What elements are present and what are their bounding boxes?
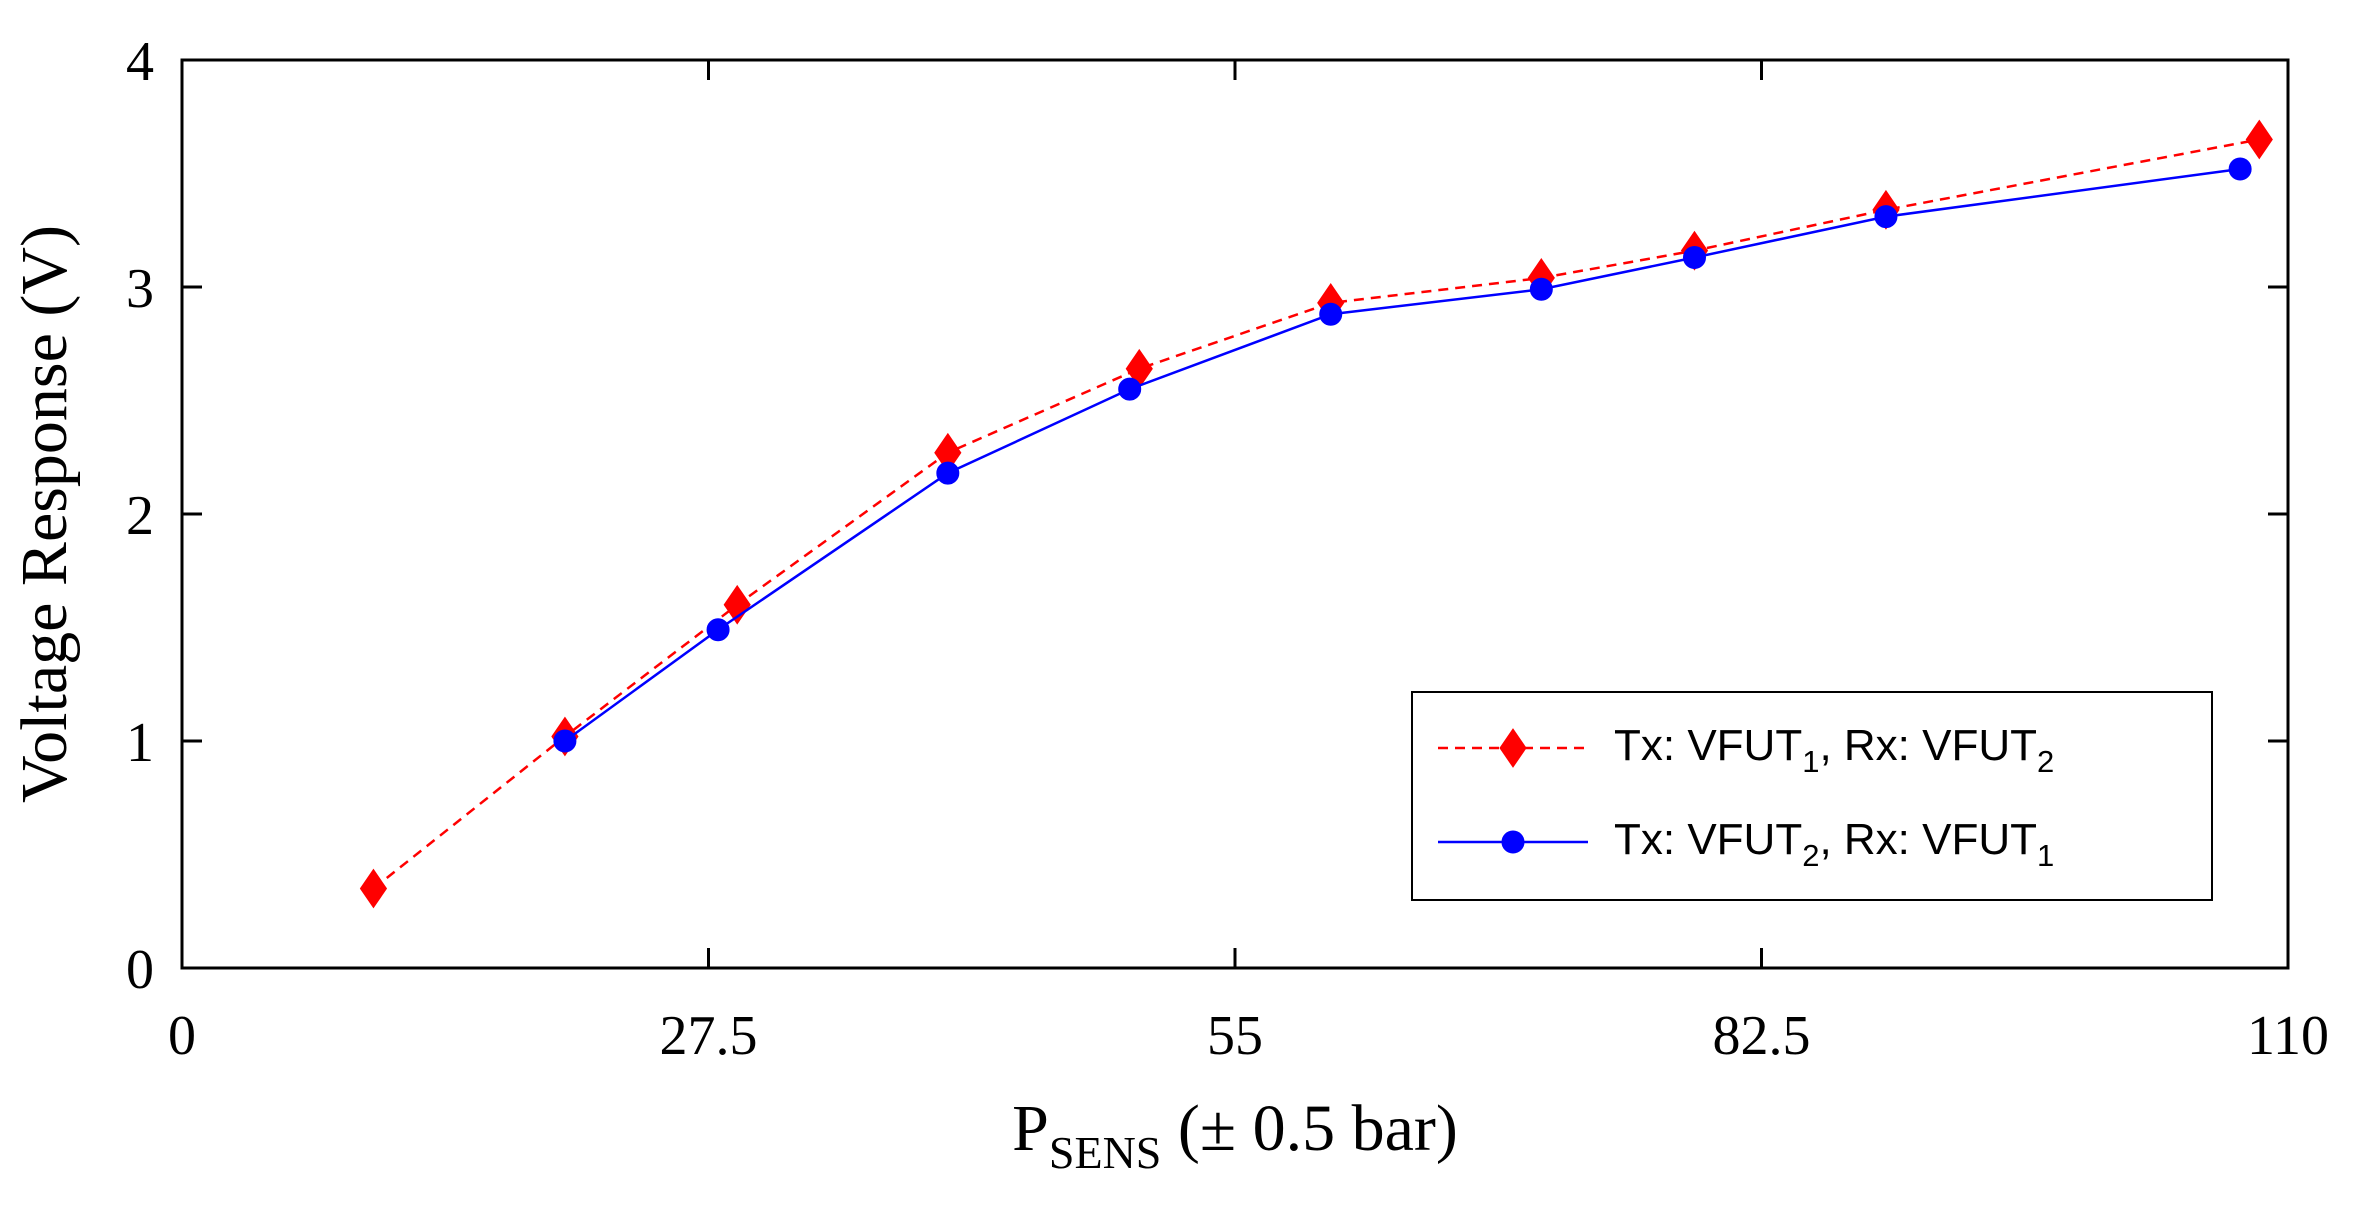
y-axis-title: Voltage Response (V) (8, 225, 81, 803)
axis-labels: 0 27.5 55 82.5 110 0 1 2 3 4 (126, 31, 2329, 1067)
x-axis-title-subscript: SENS (1049, 1127, 1161, 1178)
data-point (1874, 205, 1898, 229)
series-layer (359, 119, 2273, 909)
x-tick-label: 0 (168, 1005, 196, 1067)
legend-entry-series-2: Tx: VFUT2, Rx: VFUT1 (1438, 815, 2054, 873)
legend-marker-series-2 (1501, 830, 1525, 854)
data-point (553, 729, 577, 753)
data-point (1319, 302, 1343, 326)
legend-marker-series-1 (1499, 728, 1527, 768)
x-axis-title-suffix: (± 0.5 bar) (1161, 1092, 1457, 1165)
data-point (2228, 157, 2252, 181)
legend: Tx: VFUT1, Rx: VFUT2 Tx: VFUT2, Rx: VFUT… (1411, 691, 2213, 901)
data-point (2245, 119, 2273, 160)
data-point (1682, 245, 1706, 269)
data-point (936, 461, 960, 485)
legend-label-series-2: Tx: VFUT2, Rx: VFUT1 (1614, 815, 2054, 873)
data-point (359, 868, 388, 909)
y-tick-label: 4 (126, 31, 154, 93)
axis-ticks (180, 58, 2290, 970)
data-point (723, 584, 751, 625)
x-axis-title: PSENS (± 0.5 bar) (1012, 1092, 1458, 1178)
series-2 (553, 157, 2252, 753)
legend-box (1411, 691, 2213, 901)
legend-entry-series-1: Tx: VFUT1, Rx: VFUT2 (1438, 721, 2054, 779)
x-tick-label: 55 (1207, 1005, 1263, 1067)
data-point (1529, 277, 1553, 301)
y-tick-label: 2 (126, 485, 154, 547)
data-point (706, 618, 730, 642)
legend-marker-shape (1499, 728, 1527, 768)
x-axis-title-main: P (1012, 1092, 1049, 1165)
y-tick-label: 0 (126, 939, 154, 1001)
series-line (564, 167, 2241, 743)
data-point (1118, 377, 1142, 401)
series-line (372, 138, 2260, 890)
legend-marker-shape (1501, 830, 1525, 854)
x-tick-label: 110 (2247, 1005, 2329, 1067)
y-tick-label: 1 (126, 712, 154, 774)
x-tick-label: 82.5 (1713, 1005, 1811, 1067)
y-tick-label: 3 (126, 258, 154, 320)
legend-label-series-1: Tx: VFUT1, Rx: VFUT2 (1614, 721, 2054, 779)
x-tick-label: 27.5 (660, 1005, 758, 1067)
